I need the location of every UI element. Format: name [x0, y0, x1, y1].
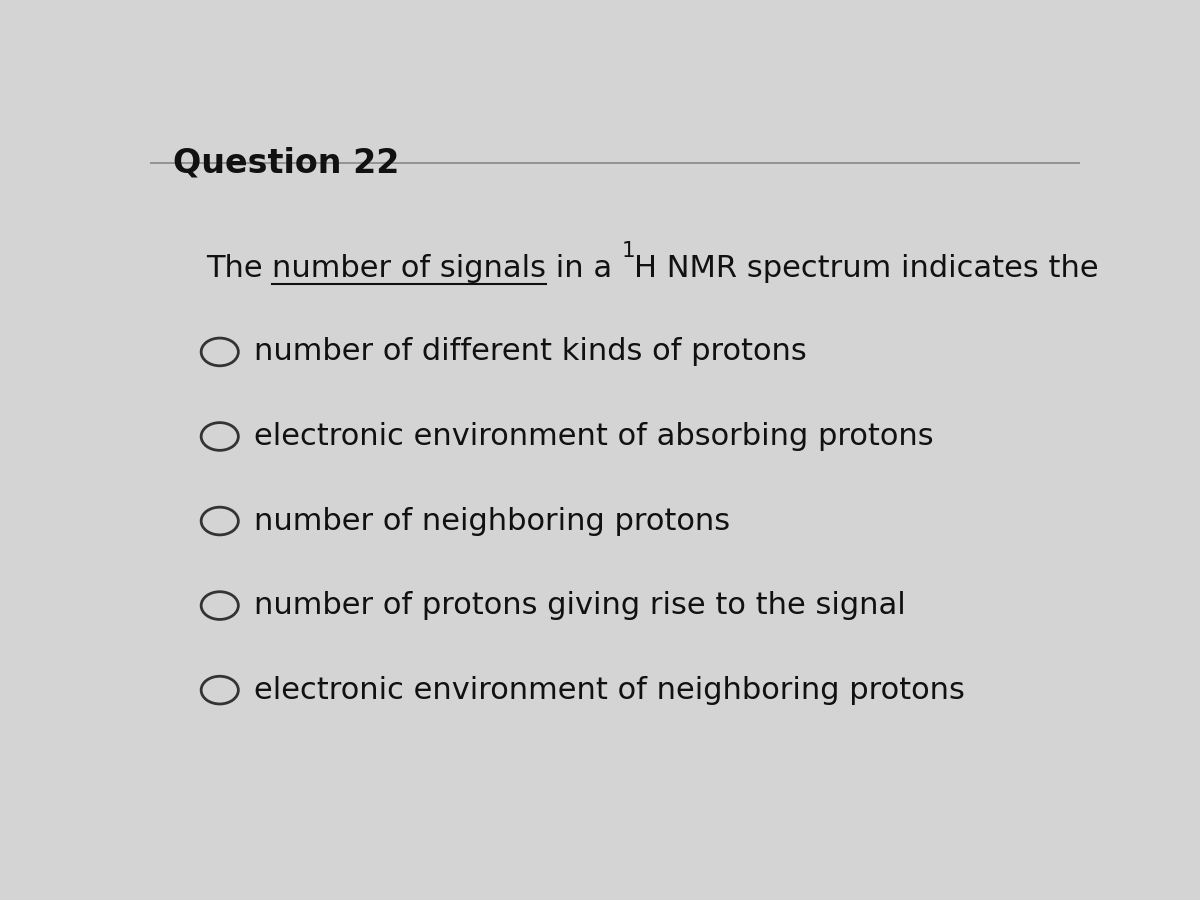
Text: Question 22: Question 22 [173, 146, 400, 179]
Text: 1: 1 [622, 241, 636, 261]
Text: The: The [206, 254, 272, 283]
Text: electronic environment of absorbing protons: electronic environment of absorbing prot… [254, 422, 934, 451]
Text: H NMR spectrum indicates the: H NMR spectrum indicates the [634, 254, 1098, 283]
Text: in a: in a [546, 254, 622, 283]
Text: electronic environment of neighboring protons: electronic environment of neighboring pr… [254, 676, 965, 705]
Text: number of different kinds of protons: number of different kinds of protons [254, 338, 806, 366]
Text: number of protons giving rise to the signal: number of protons giving rise to the sig… [254, 591, 906, 620]
Text: number of neighboring protons: number of neighboring protons [254, 507, 731, 536]
Text: number of signals: number of signals [272, 254, 546, 283]
